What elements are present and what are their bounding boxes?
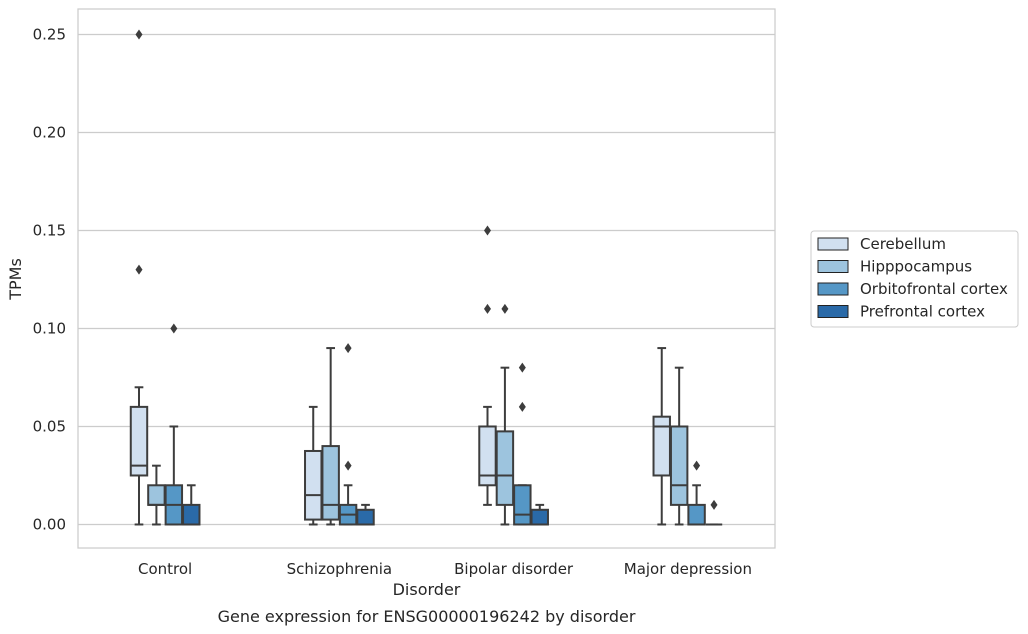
y-tick-label: 0.15 (33, 221, 66, 239)
outlier-point (483, 303, 491, 314)
x-tick-label: Schizophrenia (287, 560, 392, 578)
box-2-2 (513, 362, 532, 526)
box-3-3 (705, 499, 723, 526)
x-tick-label: Major depression (624, 560, 752, 578)
plot-area-frame (77, 8, 776, 549)
y-tick-label: 0.05 (33, 417, 66, 435)
legend-label: Cerebellum (860, 235, 946, 253)
box-body (147, 484, 166, 506)
box-1-1 (321, 347, 340, 526)
box-1-0 (147, 464, 166, 526)
outlier-point (518, 401, 526, 412)
box-3-1 (356, 503, 375, 526)
legend-swatch (817, 237, 849, 251)
legend-label: Prefrontal cortex (860, 303, 985, 321)
box-body (129, 405, 149, 477)
legend-swatch (817, 305, 849, 318)
x-tick-label: Bipolar disorder (454, 560, 574, 578)
box-0-3 (652, 347, 671, 526)
box-0-0 (129, 29, 149, 526)
x-axis-title: Disorder (393, 580, 461, 599)
box-1-3 (669, 366, 689, 526)
boxes (129, 29, 723, 526)
box-2-3 (687, 460, 706, 526)
box-body (182, 503, 201, 526)
outlier-point (170, 323, 178, 334)
box-2-1 (338, 343, 358, 526)
y-axis-title: TPMs (6, 258, 25, 301)
y-tick-label: 0.10 (33, 319, 66, 337)
outlier-point (344, 343, 352, 354)
box-body (304, 449, 323, 521)
legend-swatch (817, 260, 849, 273)
box-body (652, 415, 671, 477)
outlier-point (483, 225, 491, 236)
outlier-point (501, 303, 509, 314)
box-0-2 (478, 225, 497, 506)
y-tick-label: 0.25 (33, 25, 66, 43)
box-0-1 (304, 405, 323, 526)
legend-label: Hipppocampus (860, 258, 972, 276)
y-axis-ticks: 0.00 0.05 0.10 0.15 0.20 0.25 (33, 25, 66, 533)
legend-label: Orbitofrontal cortex (860, 280, 1008, 298)
outlier-point (135, 29, 143, 40)
outlier-point (135, 264, 143, 275)
box-3-2 (530, 503, 549, 526)
legend-frame (810, 230, 1019, 328)
y-tick-label: 0.20 (33, 123, 66, 141)
x-axis-ticks: Control Schizophrenia Bipolar disorder Majo… (138, 560, 752, 578)
box-1-2 (495, 303, 515, 526)
outlier-point (344, 460, 352, 471)
chart-caption: Gene expression for ENSG00000196242 by d… (218, 607, 636, 626)
y-tick-label: 0.00 (33, 515, 66, 533)
box-body (321, 445, 340, 521)
box-body (478, 425, 497, 487)
x-tick-label: Control (138, 560, 192, 578)
legend-swatch (817, 282, 849, 296)
box-body (669, 425, 689, 506)
outlier-point (518, 362, 526, 373)
box-body (513, 484, 532, 526)
box-body (687, 503, 706, 526)
outlier-point (693, 460, 701, 471)
box-3-0 (182, 484, 201, 526)
outlier-point (710, 499, 718, 510)
box-body (530, 508, 549, 526)
box-2-0 (164, 323, 184, 526)
box-body (356, 508, 375, 526)
legend: Cerebellum Hipppocampus Orbitofrontal cort… (810, 230, 1019, 328)
box-body (495, 430, 515, 506)
